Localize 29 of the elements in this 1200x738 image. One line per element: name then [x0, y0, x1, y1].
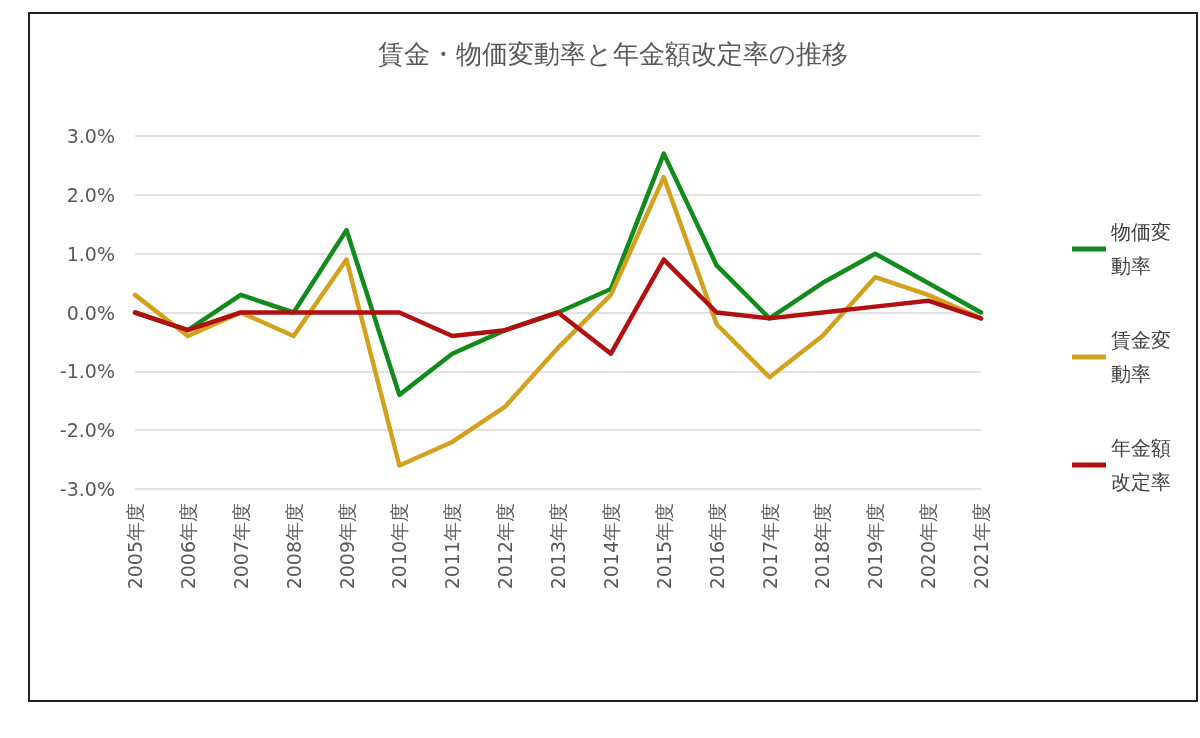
x-tick-label: 2014年度 [599, 503, 622, 590]
x-tick-label: 2007年度 [229, 503, 252, 590]
y-tick-label: 3.0% [66, 125, 115, 147]
legend-label: 年金額改定率 [1111, 436, 1171, 494]
y-tick-label: -3.0% [59, 478, 115, 500]
legend-label: 物価変動率 [1111, 220, 1171, 278]
y-tick-label: 1.0% [66, 242, 115, 265]
x-tick-label: 2015年度 [652, 503, 675, 590]
x-tick-label: 2016年度 [705, 503, 728, 590]
x-tick-label: 2018年度 [811, 503, 834, 590]
x-tick-label: 2019年度 [864, 503, 887, 590]
x-tick-label: 2009年度 [335, 503, 358, 590]
x-tick-label: 2020年度 [917, 503, 940, 590]
x-tick-label: 2005年度 [124, 503, 146, 590]
line-series [132, 257, 984, 356]
x-tick-label: 2011年度 [441, 503, 464, 590]
x-tick-label: 2010年度 [388, 503, 411, 590]
x-tick-label: 2017年度 [758, 503, 781, 590]
chart-title: 賃金・物価変動率と年金額改定率の推移 [378, 39, 848, 69]
y-tick-label: -2.0% [59, 419, 115, 442]
x-tick-label: 2021年度 [970, 503, 992, 590]
y-tick-label: 2.0% [66, 183, 115, 206]
y-tick-label: 0.0% [66, 301, 115, 324]
legend-label: 賃金変動率 [1111, 328, 1171, 386]
x-tick-label: 2008年度 [282, 503, 305, 590]
x-tick-label: 2006年度 [176, 503, 199, 590]
x-tick-label: 2013年度 [547, 503, 569, 590]
y-tick-label: -1.0% [59, 360, 115, 383]
x-tick-label: 2012年度 [494, 503, 517, 590]
